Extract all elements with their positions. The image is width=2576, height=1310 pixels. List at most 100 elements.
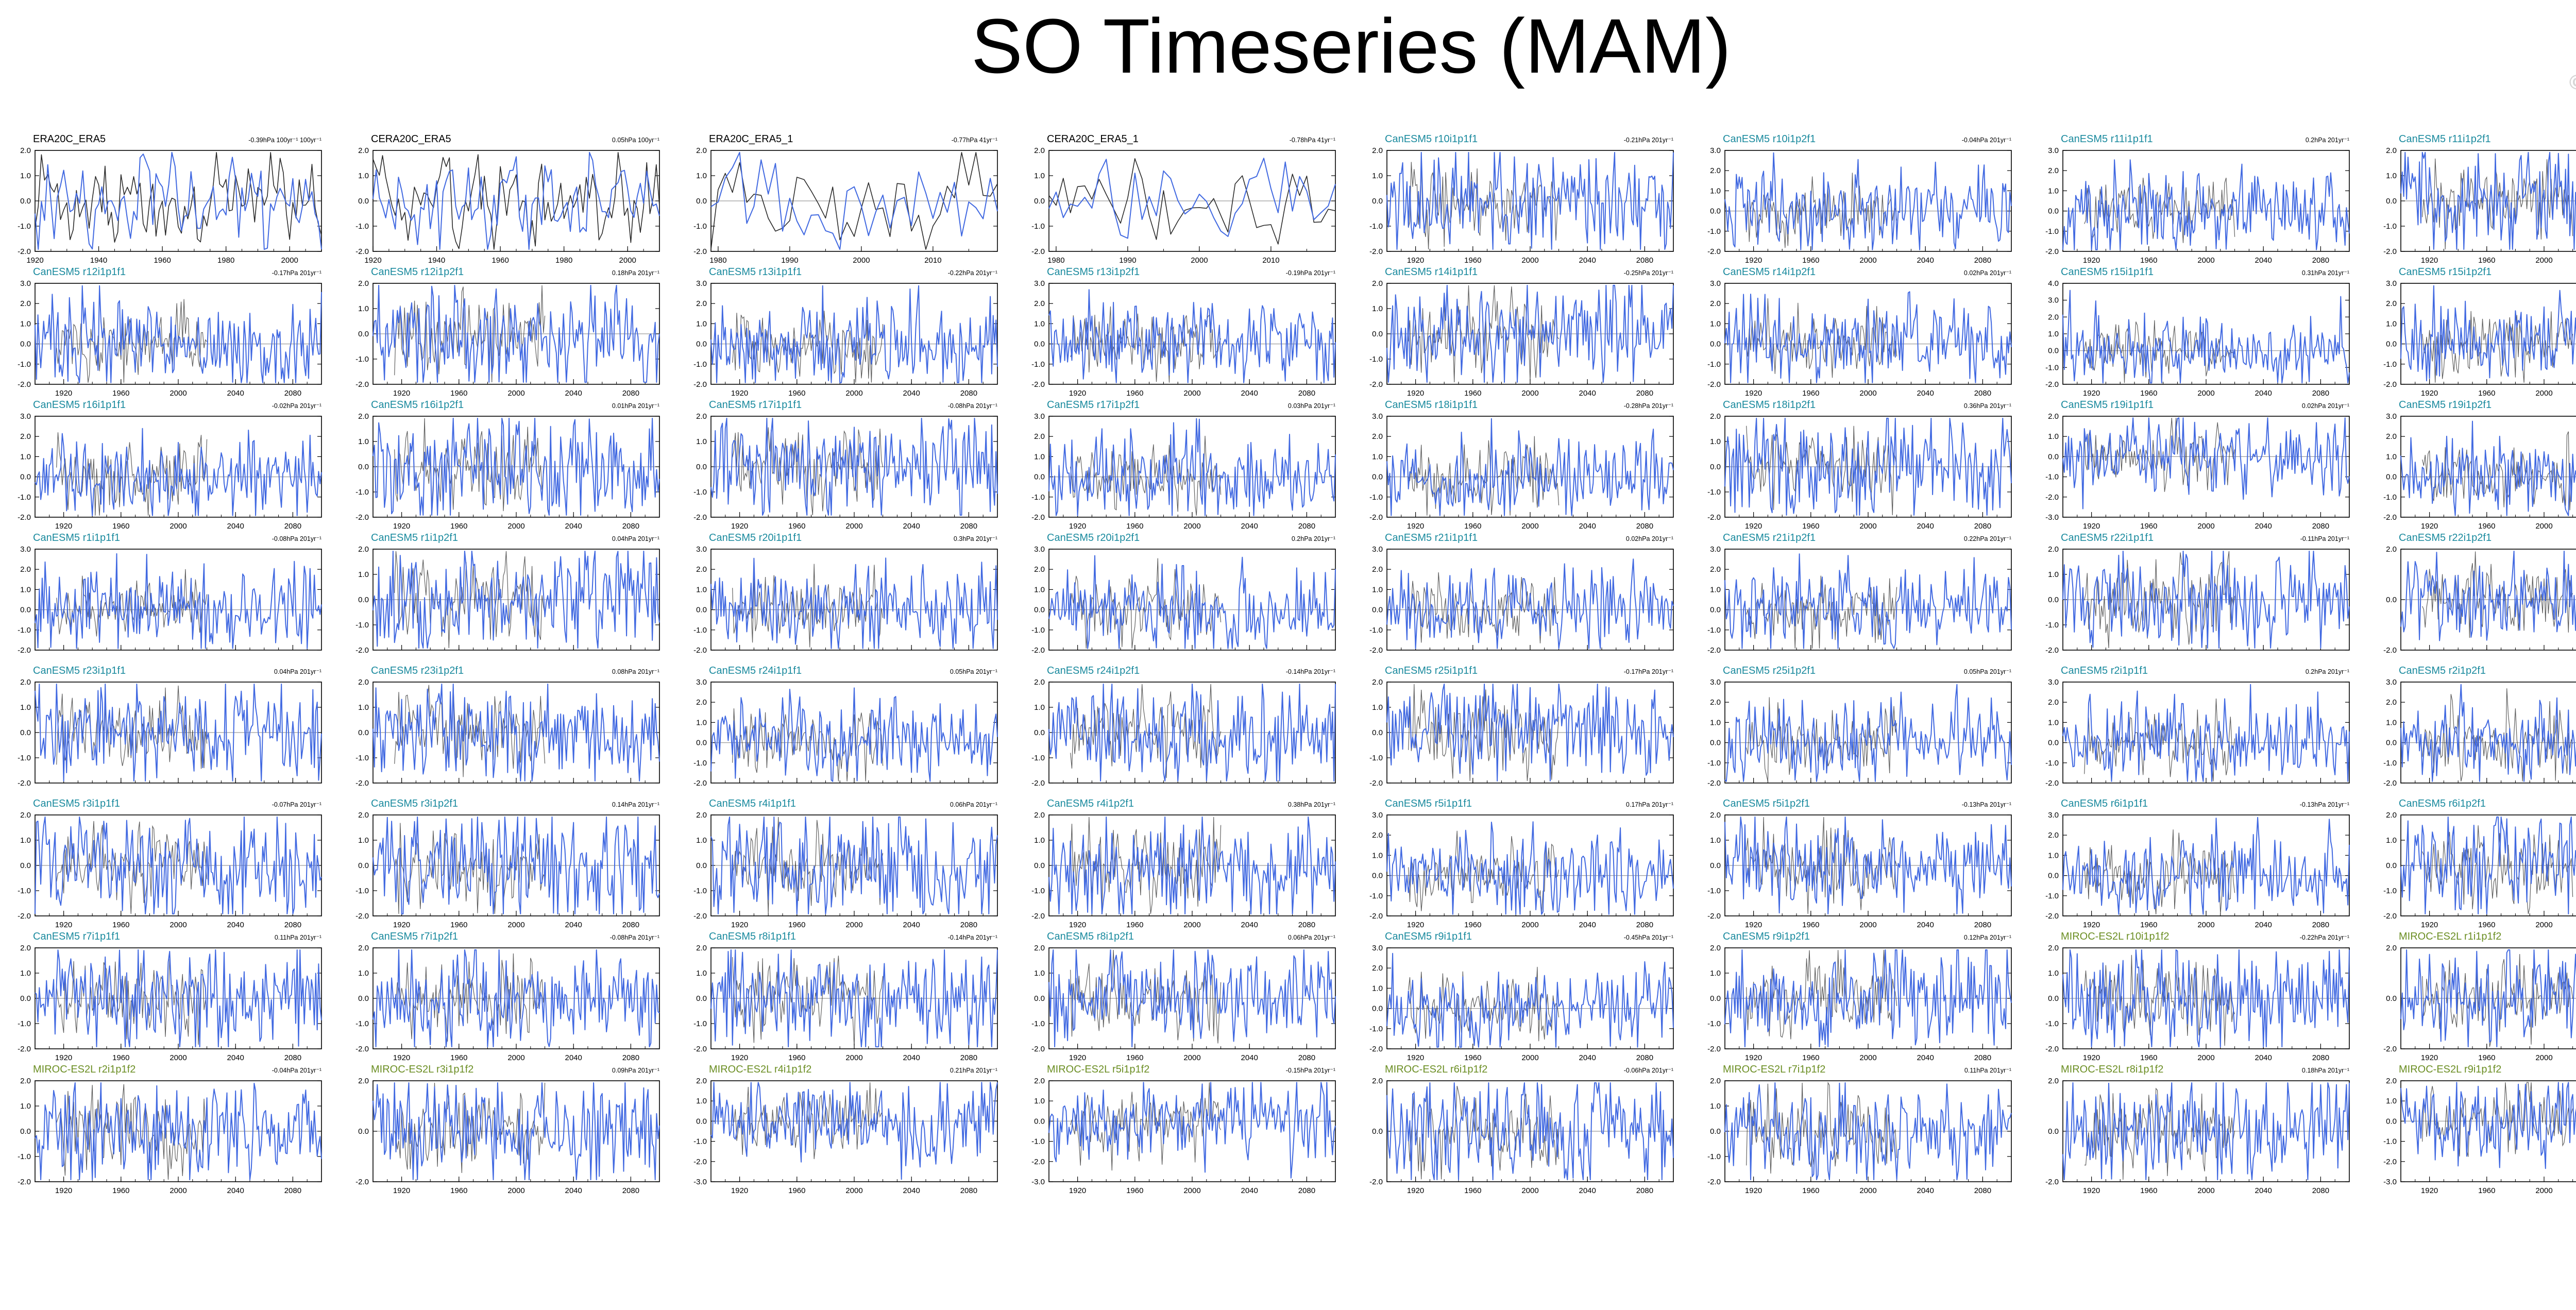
y-tick-label: 2.0 bbox=[1034, 432, 1045, 441]
y-tick-label: -1.0 bbox=[1031, 887, 1045, 895]
x-tick-label: 1920 bbox=[731, 921, 748, 929]
y-tick-label: 2.0 bbox=[2048, 1077, 2059, 1085]
y-tick-label: 0.0 bbox=[1710, 606, 1721, 615]
x-tick-label: 1920 bbox=[2083, 256, 2100, 265]
y-tick-label: -2.0 bbox=[2045, 1045, 2059, 1053]
x-tick-label: 1960 bbox=[1802, 921, 1819, 929]
y-tick-label: 3.0 bbox=[1372, 811, 1383, 820]
chart-panel: CanESM5 r22i1p2f10.24hPa 201yr⁻¹2.00.0-2… bbox=[2383, 532, 2576, 655]
ensemble-member-line bbox=[1386, 418, 1674, 516]
y-tick-label: 0.0 bbox=[696, 994, 707, 1003]
y-tick-label: 0.0 bbox=[1710, 861, 1721, 870]
y-tick-label: 1.0 bbox=[1034, 703, 1045, 712]
y-tick-label: -2.0 bbox=[2045, 493, 2059, 502]
chart-panel: MIROC-ES2L r8i1p1f2 0.18hPa 201yr⁻¹ 2.0 0.0… bbox=[2045, 1064, 2350, 1195]
y-tick-label: 0.0 bbox=[696, 463, 707, 471]
x-tick-label: 2000 bbox=[170, 522, 187, 531]
x-tick-label: 1980 bbox=[1047, 256, 1064, 265]
ensemble-member-line bbox=[2400, 550, 2576, 641]
chart-panel: CanESM5 r2i1p1f1 0.2hPa 201yr⁻¹ 3.0 2.0 1.0 0… bbox=[2045, 665, 2350, 788]
y-tick-label: -1.0 bbox=[355, 887, 369, 895]
x-tick-label: 1960 bbox=[450, 1053, 467, 1062]
x-tick-label: 2040 bbox=[903, 1053, 920, 1062]
chart-panel: CanESM5 r22i1p1f1 -0.11hPa 201yr⁻¹ 2.0 1.0 0… bbox=[2045, 532, 2350, 655]
x-tick-label: 2080 bbox=[622, 389, 639, 398]
x-tick-label: 2040 bbox=[1241, 389, 1258, 398]
panel-title: CanESM5 r2i1p2f1 bbox=[2399, 665, 2486, 676]
y-tick-label: 1.0 bbox=[358, 969, 369, 978]
panel-title: CanESM5 r14i1p1f1 bbox=[1385, 266, 1478, 278]
panel-title: CanESM5 r11i1p2f1 bbox=[2399, 133, 2491, 145]
y-tick-label: -2.0 bbox=[2383, 1158, 2397, 1166]
x-tick-label: 2000 bbox=[281, 256, 298, 265]
y-tick-label: 0.0 bbox=[20, 1127, 31, 1136]
y-tick-label: -1.0 bbox=[1369, 222, 1383, 231]
x-tick-label: 1920 bbox=[26, 256, 43, 265]
panel-title: MIROC-ES2L r6i1p1f2 bbox=[1385, 1064, 1487, 1075]
ensemble-member-line bbox=[1386, 683, 1674, 782]
y-tick-label: 1.0 bbox=[2048, 330, 2059, 338]
y-tick-label: 1.0 bbox=[696, 585, 707, 594]
y-tick-label: -2.0 bbox=[1369, 1045, 1383, 1053]
y-tick-label: 0.0 bbox=[20, 861, 31, 870]
y-tick-label: 0.0 bbox=[696, 197, 707, 206]
x-tick-label: 2040 bbox=[2255, 1186, 2272, 1195]
y-tick-label: -2.0 bbox=[2045, 646, 2059, 655]
x-tick-label: 2040 bbox=[1917, 522, 1934, 531]
y-tick-label: -1.0 bbox=[355, 1019, 369, 1028]
y-tick-label: 1.0 bbox=[1710, 319, 1721, 328]
x-tick-label: 2040 bbox=[2255, 522, 2272, 531]
y-tick-label: 3.0 bbox=[1034, 412, 1045, 421]
y-tick-label: 2.0 bbox=[696, 565, 707, 574]
x-tick-label: 2010 bbox=[924, 256, 941, 265]
obs-reference-line bbox=[372, 151, 660, 250]
x-tick-label: 2000 bbox=[507, 389, 524, 398]
x-tick-label: 1920 bbox=[2083, 921, 2100, 929]
x-tick-label: 2000 bbox=[1859, 1186, 1876, 1195]
y-tick-label: 1.0 bbox=[696, 836, 707, 845]
obs-overlay-line bbox=[2084, 829, 2235, 914]
x-tick-label: 2000 bbox=[507, 1186, 524, 1195]
y-tick-label: 1.0 bbox=[358, 836, 369, 845]
panel-title: MIROC-ES2L r2i1p1f2 bbox=[33, 1064, 135, 1075]
ensemble-member-line bbox=[1724, 684, 2012, 782]
y-tick-label: 2.0 bbox=[1372, 964, 1383, 973]
y-tick-label: -2.0 bbox=[2383, 513, 2397, 522]
panel-title: MIROC-ES2L r9i1p1f2 bbox=[2399, 1064, 2501, 1075]
obs-overlay-line bbox=[2422, 431, 2573, 511]
ensemble-member-line bbox=[1048, 816, 1336, 915]
y-tick-label: 0.0 bbox=[1034, 861, 1045, 870]
y-tick-label: 1.0 bbox=[1372, 851, 1383, 860]
y-tick-label: 0.0 bbox=[1372, 330, 1383, 338]
panel-title: CanESM5 r12i1p1f1 bbox=[33, 266, 126, 278]
y-tick-label: 0.0 bbox=[1034, 197, 1045, 206]
obs-overlay-line bbox=[732, 708, 884, 781]
chart-panel: CanESM5 r9i1p1f1 -0.45hPa 201yr⁻¹ 3.0 2.0 1.… bbox=[1369, 931, 1674, 1062]
panel-title: CanESM5 r21i1p2f1 bbox=[1723, 532, 1816, 543]
y-tick-label: 2.0 bbox=[2386, 545, 2397, 554]
y-tick-label: 0.0 bbox=[1034, 606, 1045, 615]
x-tick-label: 2040 bbox=[1917, 921, 1934, 929]
y-tick-label: 0.0 bbox=[2386, 994, 2397, 1003]
panel-title: MIROC-ES2L r8i1p1f2 bbox=[2061, 1064, 2163, 1075]
chart-panel: CanESM5 r12i1p2f1 0.18hPa 201yr⁻¹ 2.0 1.0 0.… bbox=[355, 266, 660, 398]
chart-panel: CanESM5 r17i1p2f1 0.03hPa 201yr⁻¹ 3.0 2.0 1.… bbox=[1031, 399, 1336, 531]
panel-frame bbox=[2400, 682, 2576, 784]
ensemble-member-line bbox=[1386, 151, 1674, 250]
obs-overlay-line bbox=[2084, 551, 2235, 649]
x-tick-label: 1920 bbox=[1407, 1186, 1424, 1195]
panel-title: CanESM5 r5i1p1f1 bbox=[1385, 798, 1472, 809]
x-tick-label: 2000 bbox=[1183, 522, 1200, 531]
x-tick-label: 1960 bbox=[1464, 256, 1481, 265]
y-tick-label: -1.0 bbox=[18, 887, 31, 895]
y-tick-label: 1.0 bbox=[696, 172, 707, 180]
panel-title: CanESM5 r22i1p1f1 bbox=[2061, 532, 2154, 543]
y-tick-label: -1.0 bbox=[693, 887, 707, 895]
obs-overlay-line bbox=[2084, 955, 2235, 1046]
panel-frame bbox=[35, 283, 322, 385]
panel-title: CanESM5 r15i1p2f1 bbox=[2399, 266, 2492, 278]
ensemble-member-line bbox=[710, 687, 998, 782]
x-tick-label: 1960 bbox=[2478, 522, 2495, 531]
y-tick-label: -2.0 bbox=[18, 779, 31, 788]
obs-overlay-line bbox=[1070, 435, 1222, 516]
